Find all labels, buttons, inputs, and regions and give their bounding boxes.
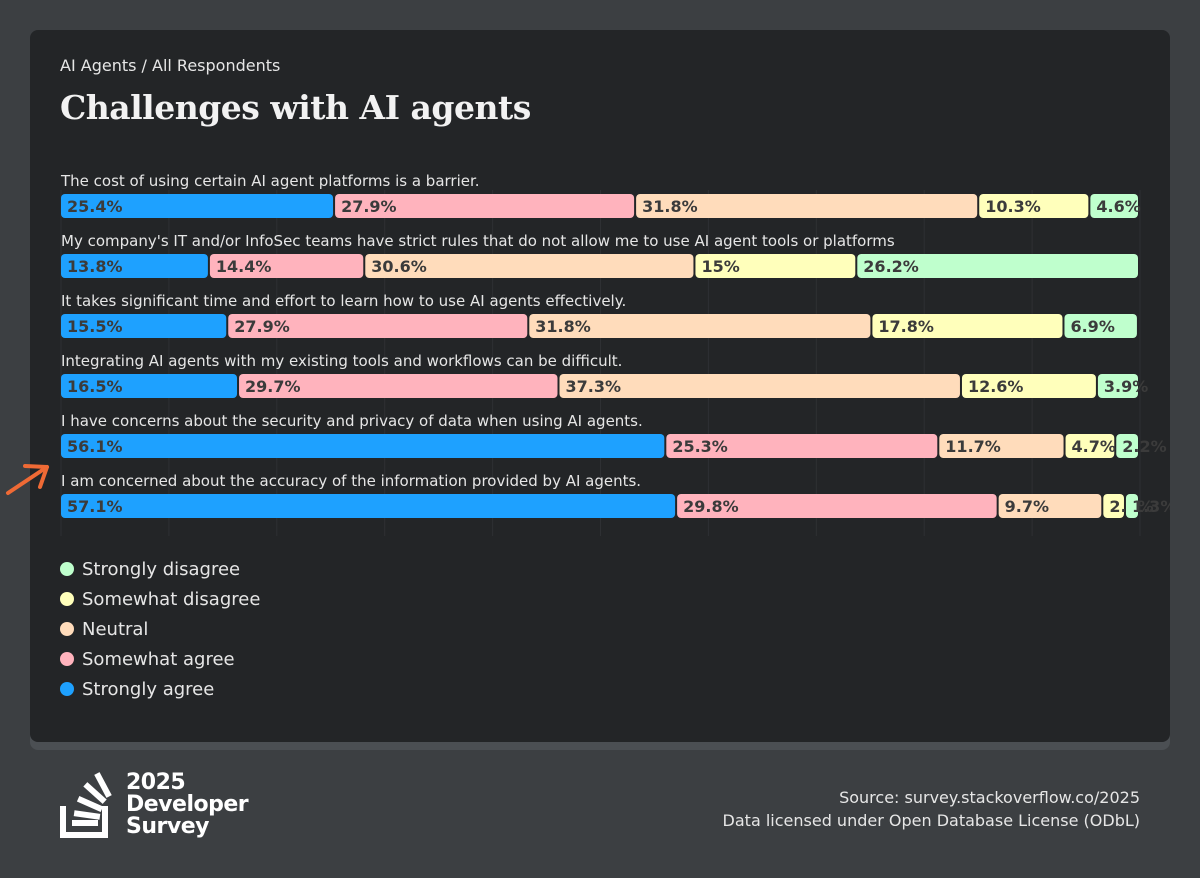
bar-segment[interactable] bbox=[1125, 494, 1138, 518]
pointer-arrow-icon bbox=[6, 464, 49, 495]
data-label: 11.7% bbox=[945, 437, 1001, 456]
category-label: I am concerned about the accuracy of the… bbox=[61, 472, 641, 490]
legend-item[interactable]: Strongly agree bbox=[60, 678, 260, 700]
data-label: 9.7% bbox=[1005, 497, 1049, 516]
data-label: 4.7% bbox=[1072, 437, 1116, 456]
footer-source: Source: survey.stackoverflow.co/2025 Dat… bbox=[723, 786, 1140, 832]
data-label: 30.6% bbox=[371, 257, 427, 276]
bar-segment[interactable] bbox=[365, 254, 694, 278]
bar-segment[interactable] bbox=[695, 254, 856, 278]
data-label: 2.2% bbox=[1122, 437, 1166, 456]
bar-segment[interactable] bbox=[61, 314, 227, 338]
bar-segment[interactable] bbox=[998, 494, 1102, 518]
bar-segment[interactable] bbox=[61, 434, 665, 458]
legend-item[interactable]: Neutral bbox=[60, 618, 260, 640]
data-label: 15% bbox=[701, 257, 739, 276]
data-label: 4.6% bbox=[1096, 197, 1140, 216]
legend-label: Somewhat disagree bbox=[82, 588, 261, 610]
bar-segment[interactable] bbox=[1064, 314, 1137, 338]
data-label: 37.3% bbox=[565, 377, 621, 396]
bar-segment[interactable] bbox=[559, 374, 960, 398]
legend-swatch bbox=[60, 652, 74, 666]
data-label: 56.1% bbox=[67, 437, 123, 456]
bar-segment[interactable] bbox=[529, 314, 871, 338]
category-label: My company's IT and/or InfoSec teams hav… bbox=[61, 232, 895, 250]
bar-segment[interactable] bbox=[961, 374, 1096, 398]
data-label: 31.8% bbox=[642, 197, 698, 216]
data-label: 29.8% bbox=[683, 497, 739, 516]
bar-segment[interactable] bbox=[677, 494, 997, 518]
data-label: 25.3% bbox=[672, 437, 728, 456]
developer-survey-logo: 2025 Developer Survey bbox=[60, 770, 249, 844]
bar-segment[interactable] bbox=[61, 374, 238, 398]
bar-segment[interactable] bbox=[209, 254, 364, 278]
legend-label: Somewhat agree bbox=[82, 648, 235, 670]
data-label: 25.4% bbox=[67, 197, 123, 216]
bar-segment[interactable] bbox=[228, 314, 528, 338]
bar-segment[interactable] bbox=[1103, 494, 1124, 518]
legend-item[interactable]: Somewhat agree bbox=[60, 648, 260, 670]
source-link[interactable]: Source: survey.stackoverflow.co/2025 bbox=[839, 788, 1140, 807]
legend-swatch bbox=[60, 562, 74, 576]
logo-year: 2025 bbox=[126, 770, 186, 795]
logo-line-survey: Survey bbox=[126, 814, 209, 839]
category-label: Integrating AI agents with my existing t… bbox=[61, 352, 622, 370]
category-label: The cost of using certain AI agent platf… bbox=[60, 172, 480, 190]
category-label: It takes significant time and effort to … bbox=[61, 292, 626, 310]
bar-segment[interactable] bbox=[335, 194, 635, 218]
bar-segment[interactable] bbox=[61, 494, 676, 518]
logo-wordmark: 2025 Developer Survey bbox=[126, 770, 249, 839]
bar-segment[interactable] bbox=[1097, 374, 1138, 398]
data-label: 1.3% bbox=[1132, 497, 1170, 516]
legend-label: Strongly agree bbox=[82, 678, 215, 700]
legend-label: Strongly disagree bbox=[82, 558, 241, 580]
data-label: 27.9% bbox=[341, 197, 397, 216]
breadcrumb[interactable]: AI Agents / All Respondents bbox=[60, 56, 281, 75]
data-label: 26.2% bbox=[863, 257, 919, 276]
data-label: 13.8% bbox=[67, 257, 123, 276]
legend-label: Neutral bbox=[82, 618, 149, 640]
data-label: 27.9% bbox=[234, 317, 290, 336]
data-label: 15.5% bbox=[67, 317, 123, 336]
bar-segment[interactable] bbox=[1116, 434, 1138, 458]
license-text: Data licensed under Open Database Licens… bbox=[722, 811, 1140, 830]
legend-item[interactable]: Somewhat disagree bbox=[60, 588, 260, 610]
chart-card: AI Agents / All Respondents Challenges w… bbox=[30, 30, 1170, 742]
data-label: 14.4% bbox=[216, 257, 272, 276]
data-label: 29.7% bbox=[245, 377, 301, 396]
bar-segment[interactable] bbox=[239, 374, 558, 398]
logo-line-developer: Developer bbox=[126, 792, 249, 817]
bar-segment[interactable] bbox=[61, 194, 334, 218]
bar-segment[interactable] bbox=[1065, 434, 1115, 458]
category-label: I have concerns about the security and p… bbox=[61, 412, 643, 430]
bar-segment[interactable] bbox=[939, 434, 1064, 458]
data-label: 57.1% bbox=[67, 497, 123, 516]
data-label: 16.5% bbox=[67, 377, 123, 396]
bar-segment[interactable] bbox=[857, 254, 1138, 278]
stacked-bar-chart: The cost of using certain AI agent platf… bbox=[60, 172, 1170, 536]
legend-swatch bbox=[60, 682, 74, 696]
data-label: 3.9% bbox=[1104, 377, 1148, 396]
bar-segment[interactable] bbox=[666, 434, 938, 458]
bar-segment[interactable] bbox=[636, 194, 978, 218]
data-label: 6.9% bbox=[1070, 317, 1114, 336]
data-label: 12.6% bbox=[968, 377, 1024, 396]
bar-segment[interactable] bbox=[1090, 194, 1138, 218]
legend-swatch bbox=[60, 622, 74, 636]
legend-item[interactable]: Strongly disagree bbox=[60, 558, 260, 580]
bar-segment[interactable] bbox=[872, 314, 1063, 338]
data-label: 17.8% bbox=[878, 317, 934, 336]
page-title: Challenges with AI agents bbox=[60, 88, 531, 127]
stack-overflow-logo-icon bbox=[60, 772, 112, 838]
chart-legend: Strongly disagree Somewhat disagree Neutra… bbox=[60, 558, 260, 700]
bar-segment[interactable] bbox=[61, 254, 208, 278]
data-label: 31.8% bbox=[535, 317, 591, 336]
data-label: 10.3% bbox=[985, 197, 1041, 216]
bar-segment[interactable] bbox=[979, 194, 1089, 218]
legend-swatch bbox=[60, 592, 74, 606]
